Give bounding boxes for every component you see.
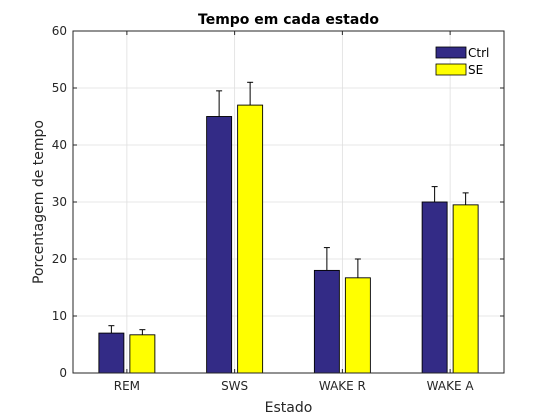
x-axis-label: Estado	[265, 400, 313, 416]
bar-ctrl-sws	[206, 116, 233, 374]
x-tick-label: SWS	[221, 379, 248, 393]
legend: Ctrl SE	[435, 46, 489, 77]
y-tick-label: 30	[52, 195, 67, 209]
chart-title: Tempo em cada estado	[198, 12, 379, 28]
y-tick-label: 10	[52, 309, 67, 323]
bar-se-rem	[129, 334, 156, 374]
x-tick-label: WAKE R	[319, 379, 366, 393]
legend-label-se: SE	[468, 63, 483, 77]
bar-ctrl-wake-a	[421, 201, 448, 374]
legend-swatch-ctrl	[435, 46, 467, 59]
bar-se-wake-r	[344, 277, 371, 374]
bar-se-sws	[237, 104, 264, 374]
x-tick-label: REM	[114, 379, 140, 393]
x-tick-label: WAKE A	[427, 379, 475, 393]
bar-ctrl-wake-r	[313, 269, 340, 374]
error-bars-group	[108, 81, 469, 335]
y-tick-label: 20	[52, 252, 67, 266]
y-tick-label: 40	[52, 138, 67, 152]
y-tick-label: 60	[52, 24, 67, 38]
bars-group	[98, 104, 479, 374]
legend-label-ctrl: Ctrl	[468, 46, 489, 60]
y-axis-label: Porcentagem de tempo	[31, 120, 47, 284]
axis-ticks: 0 10 20 30 40 50 60 REM SWS WAKE R WAKE A	[52, 24, 504, 393]
y-tick-label: 0	[59, 366, 67, 380]
grid-lines	[73, 31, 504, 373]
bar-se-wake-a	[452, 204, 479, 374]
bar-ctrl-rem	[98, 332, 125, 374]
legend-swatch-se	[435, 63, 467, 76]
y-tick-label: 50	[52, 81, 67, 95]
